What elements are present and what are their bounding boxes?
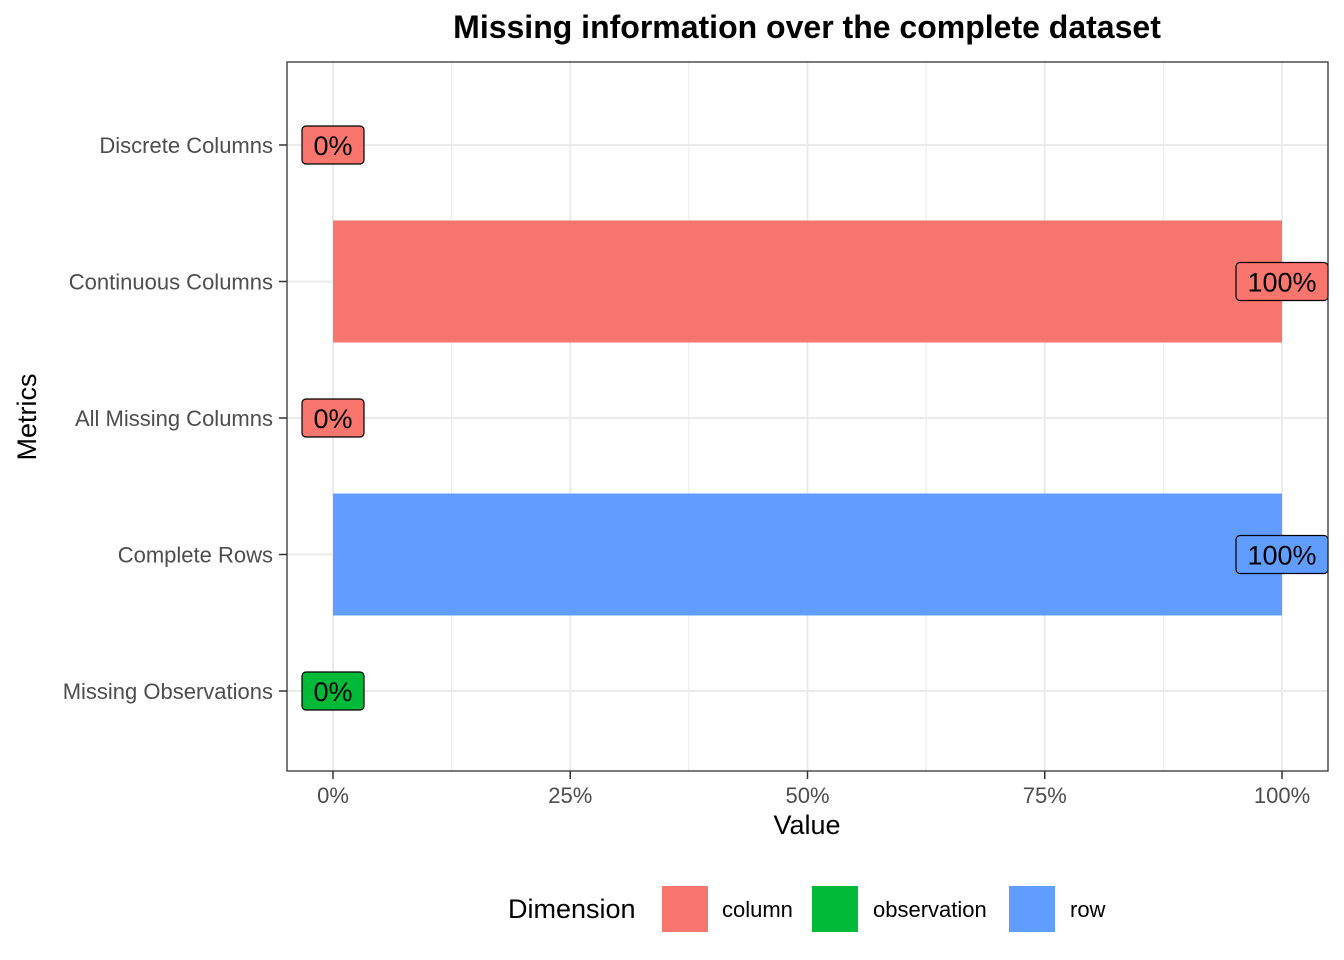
x-tick-label: 25% (548, 783, 592, 808)
bar-label-text: 0% (313, 131, 352, 161)
bar-label-text: 0% (313, 404, 352, 434)
grid-minor (451, 62, 1164, 771)
x-tick-label: 50% (785, 783, 829, 808)
bar-label: 0% (301, 398, 365, 438)
bars (333, 220, 1282, 616)
x-axis: 0% 25% 50% 75% 100% (317, 771, 1310, 808)
bar-label-text: 0% (313, 677, 352, 707)
x-tick-label: 75% (1023, 783, 1067, 808)
bar-label-box (301, 671, 365, 711)
bar-label: 100% (1235, 534, 1329, 575)
bar-labels: 0% 100% 0% 100% 0% (301, 125, 1329, 711)
y-axis: Discrete Columns Continuous Columns All Mi… (63, 133, 287, 704)
bar-label-text: 100% (1247, 541, 1316, 571)
x-tick-label: 0% (317, 783, 349, 808)
x-tick-label: 100% (1254, 783, 1310, 808)
y-tick-label: Complete Rows (118, 543, 273, 568)
y-axis-title: Metrics (12, 374, 42, 461)
x-axis-title: Value (773, 810, 840, 840)
legend-label-row: row (1070, 897, 1106, 922)
legend-title: Dimension (508, 894, 636, 924)
plot-area: 0% 100% 0% 100% 0% (286, 61, 1329, 772)
bar-label-box (301, 125, 365, 165)
chart-title: Missing information over the complete da… (453, 9, 1161, 45)
bar-label: 0% (301, 671, 365, 711)
legend-label-observation: observation (873, 897, 987, 922)
legend-label-column: column (722, 897, 793, 922)
bar-label: 100% (1235, 261, 1329, 302)
legend-key-observation (812, 886, 858, 932)
bar-label-text: 100% (1247, 268, 1316, 298)
bar (333, 493, 1282, 616)
legend-key-row (1009, 886, 1055, 932)
legend: Dimension column observation row (508, 886, 1106, 932)
y-tick-label: All Missing Columns (75, 406, 273, 431)
bar (333, 220, 1282, 343)
y-tick-label: Missing Observations (63, 679, 273, 704)
y-tick-label: Discrete Columns (99, 133, 273, 158)
y-tick-label: Continuous Columns (69, 270, 273, 295)
bar-label: 0% (301, 125, 365, 165)
legend-key-column (662, 886, 708, 932)
bar-label-box (301, 398, 365, 438)
